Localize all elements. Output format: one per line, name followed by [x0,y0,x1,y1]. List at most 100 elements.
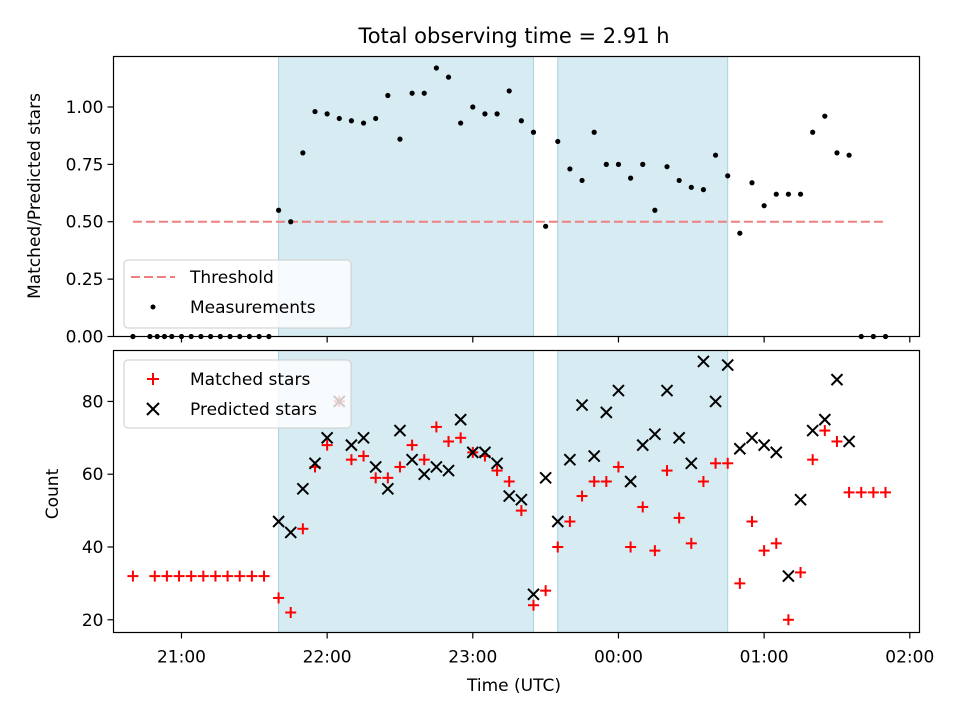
measurement-point [506,88,512,94]
top-panel: Total observing time = 2.91 h 0.000.250.… [25,24,921,348]
predicted-star-point [842,435,856,448]
measurement-point [421,90,427,96]
measurement-point [749,180,755,186]
predicted-star-point [345,438,358,452]
matched-star-point [661,465,673,477]
matched-star-point [782,614,794,626]
matched-star-point [758,545,770,557]
measurement-point [591,129,597,135]
predicted-star-point [782,569,795,583]
measurement-point [822,113,828,119]
matched-star-point [552,541,564,553]
measurement-point [676,177,682,184]
matched-star-point [358,450,370,462]
legend-predicted-label: Predicted stars [190,400,317,420]
predicted-star-point [357,431,370,445]
matched-star-point [540,585,552,597]
predicted-star-point [503,489,516,503]
matched-star-point [831,435,843,447]
measurement-point [348,118,355,124]
y-tick-label: 0.50 [66,213,104,233]
predicted-star-point [478,446,492,459]
y-tick-label: 80 [82,392,104,412]
measurement-point [300,150,306,156]
matched-star-point [406,439,418,451]
measurement-point [640,161,646,167]
measurement-point [652,207,658,213]
y-tick-label: 0.25 [66,270,104,290]
legend-matched-swatch [147,373,159,385]
measurement-point [785,191,792,197]
measurement-point [761,203,767,209]
bottom-x-ticks: 21:00 22:00 23:00 00:00 01:00 02:00 [157,632,934,668]
measurement-point [700,187,707,193]
measurement-point [409,90,415,96]
predicted-star-point [430,460,443,474]
predicted-star-point [551,515,564,528]
measurement-point [336,115,342,122]
matched-star-point [345,454,357,466]
measurement-point [543,223,549,229]
matched-star-point [273,592,285,604]
predicted-star-point [709,395,722,408]
matched-star-point [685,537,697,549]
matched-star-point [734,577,746,589]
top-legend: Threshold Measurements [123,259,352,329]
matched-star-point [527,599,539,611]
predicted-star-point [284,526,297,539]
legend-matched-label: Matched stars [190,370,310,390]
matched-star-point [697,475,709,487]
top-y-axis-label: Matched/Predicted stars [25,93,45,299]
measurement-point [373,115,379,122]
matched-star-point [382,472,394,484]
x-tick-label: 23:00 [448,648,497,668]
predicted-star-point [369,460,382,474]
predicted-star-point [660,384,674,397]
matched-star-point [321,439,333,451]
predicted-star-point [757,438,771,452]
measurement-point [518,118,524,124]
matched-star-point [297,523,309,535]
x-tick-label: 22:00 [303,648,352,668]
measurement-point [288,219,294,225]
measurement-point [470,104,476,110]
measurement-point [433,65,439,71]
matched-star-point [625,541,637,553]
predicted-star-point [685,457,698,470]
matched-star-point [149,570,161,582]
top-y-ticks: 0.00 0.25 0.50 0.75 1.00 [66,98,114,348]
predicted-star-point [575,398,589,412]
measurement-point [385,92,391,99]
predicted-star-point [296,482,310,495]
predicted-star-point [490,457,504,470]
bottom-y-axis-label: Count [43,468,63,519]
predicted-star-point [442,464,455,477]
matched-star-point [855,486,867,498]
legend-measurements-swatch [150,304,156,310]
matched-star-point [209,570,221,582]
measurement-point [360,120,367,126]
measurement-point [530,129,537,135]
measurement-point [688,184,694,190]
matched-star-point [612,461,624,473]
measurement-point [445,74,452,80]
matched-star-point [222,570,234,582]
predicted-star-point [527,588,540,601]
y-tick-label: 20 [82,611,104,631]
predicted-star-point [830,373,844,386]
matched-star-point [185,570,197,582]
predicted-star-point [515,493,528,506]
matched-star-point [234,570,246,582]
measurement-point [628,175,634,181]
legend-measurements-label: Measurements [190,298,316,318]
matched-star-point [285,606,297,618]
y-tick-label: 40 [82,538,104,558]
measurement-point [494,111,500,117]
measurement-point [810,129,816,135]
matched-star-point [770,537,782,549]
predicted-star-point [624,475,637,488]
matched-star-point [197,570,209,582]
measurement-point [773,191,779,197]
predicted-star-point [381,482,395,495]
